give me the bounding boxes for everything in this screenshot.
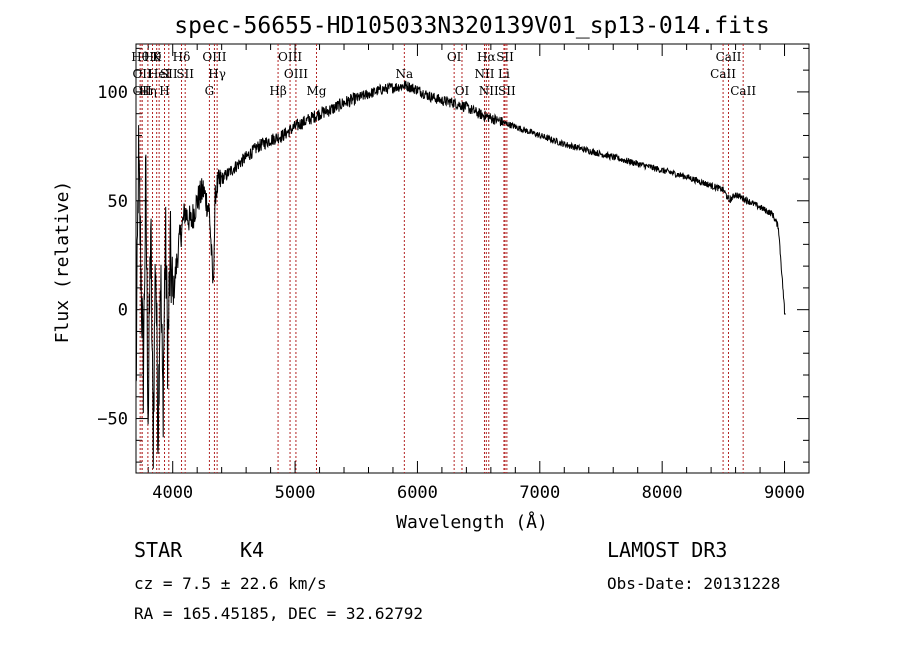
spectral-line-labels: HθOIIOIIHηHθKHeIHSIIHδSIIGOIIIHγHβOIIIOI… [131, 50, 756, 98]
spectral-line-label: G [205, 84, 215, 98]
spectral-line-label: Hα [477, 50, 496, 64]
redshift-text: cz = 7.5 ± 22.6 km/s [134, 574, 327, 593]
spectral-line-label: OI [447, 50, 462, 64]
spectral-line-label: K [152, 50, 162, 64]
axes: 4000 5000 6000 7000 8000 9000 −50 0 50 100 [97, 43, 810, 503]
y-tick-label: 50 [108, 192, 128, 212]
x-tick-label: 9000 [764, 483, 805, 503]
spectral-line-label: Hθ [131, 50, 149, 64]
spectral-line-label: OII [132, 84, 152, 98]
spectral-line-label: Hθ [144, 50, 162, 64]
spectral-line-label: OIII [284, 67, 308, 81]
spectral-line-label: SII [176, 67, 194, 81]
spectral-line-label: Na [396, 67, 414, 81]
spectral-line-label: OII [132, 67, 152, 81]
spectral-line-label: CaII [710, 67, 736, 81]
spectral-line-label: OIII [278, 50, 302, 64]
spectral-line-label: OIII [202, 50, 226, 64]
spectral-line-label: HeI [148, 67, 171, 81]
obs-date-text: Obs-Date: 20131228 [607, 574, 781, 593]
subclass-label: K4 [240, 538, 265, 562]
spectral-line-label: CaII [730, 84, 756, 98]
coordinates-text: RA = 165.45185, DEC = 32.62792 [134, 604, 423, 623]
spectral-line-label: NII [479, 84, 499, 98]
y-axis-label: Flux (relative) [52, 181, 73, 344]
spectral-line-label: Hδ [173, 50, 191, 64]
spectral-line-label: Li [498, 67, 510, 81]
spectral-line-label: OI [455, 84, 470, 98]
spectral-line-label: NII [474, 67, 494, 81]
x-tick-label: 5000 [275, 483, 316, 503]
spectral-line-label: SII [496, 50, 514, 64]
spectrum-series [135, 80, 786, 469]
x-tick-label: 8000 [642, 483, 683, 503]
x-axis-label: Wavelength (Å) [396, 511, 548, 533]
spectral-line-markers [139, 44, 744, 473]
y-tick-label: 100 [97, 83, 128, 103]
spectral-line-label: SII [498, 84, 516, 98]
chart-title: spec-56655-HD105033N320139V01_sp13-014.f… [174, 13, 769, 39]
spectral-line-label: Hβ [269, 84, 286, 98]
survey-label: LAMOST DR3 [607, 538, 728, 562]
x-tick-label: 6000 [397, 483, 438, 503]
class-label: STAR [134, 538, 183, 562]
spectrum-line [135, 80, 786, 469]
spectral-line-label: CaII [716, 50, 742, 64]
spectral-line-label: H [159, 84, 169, 98]
y-tick-label: −50 [97, 410, 128, 430]
x-tick-label: 4000 [152, 483, 193, 503]
spectral-line-label: SII [160, 67, 178, 81]
y-tick-label: 0 [118, 301, 128, 321]
spectral-line-label: Mg [307, 84, 327, 98]
spectral-line-label: Hγ [208, 67, 226, 81]
x-tick-label: 7000 [519, 483, 560, 503]
spectral-line-label: Hη [139, 84, 157, 98]
plot-frame [135, 43, 810, 474]
